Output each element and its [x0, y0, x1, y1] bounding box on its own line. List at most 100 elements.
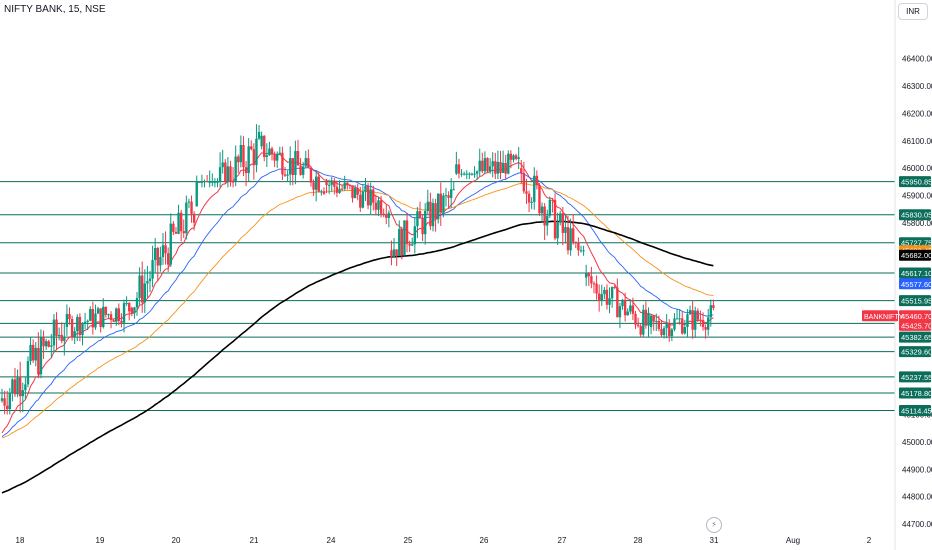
- candle-body: [712, 305, 715, 309]
- candle-body: [216, 181, 219, 183]
- candle-body: [312, 182, 315, 190]
- lightning-icon[interactable]: ⚡: [706, 517, 722, 533]
- candle-body: [416, 211, 419, 227]
- candle-body: [673, 318, 676, 330]
- candle-body: [198, 181, 201, 183]
- candle-body: [488, 166, 492, 172]
- candle-body: [559, 213, 562, 223]
- candle-body: [252, 149, 256, 166]
- candle-body: [283, 174, 287, 176]
- candle-body: [468, 173, 471, 175]
- candle-body: [392, 249, 396, 257]
- candle-body: [221, 162, 224, 168]
- candle-body: [260, 135, 263, 147]
- x-tick-label: 28: [634, 536, 643, 545]
- level-price-tag: 45382.65: [901, 333, 932, 342]
- candle-body: [665, 323, 668, 329]
- candle-body: [166, 253, 170, 265]
- candle-body: [83, 321, 87, 324]
- candle-body: [128, 302, 131, 312]
- candle-body: [670, 329, 674, 337]
- candle-body: [234, 156, 237, 182]
- symbol-title: NIFTY BANK, 15, NSE: [4, 4, 106, 15]
- candle-body: [675, 318, 679, 320]
- candle-body: [465, 173, 468, 175]
- currency-button[interactable]: INR: [898, 3, 928, 20]
- candle-body: [16, 377, 19, 395]
- candle-body: [577, 242, 580, 251]
- candle-body: [18, 377, 22, 397]
- candle-body: [452, 189, 455, 191]
- candle-body: [314, 176, 318, 190]
- candle-body: [296, 151, 300, 166]
- candle-body: [610, 286, 614, 299]
- candle-body: [172, 223, 175, 232]
- candle-body: [556, 222, 559, 239]
- last-price-tag: 45460.70: [901, 312, 932, 321]
- candle-body: [99, 308, 102, 328]
- candle-body: [478, 160, 481, 172]
- candle-body: [449, 189, 453, 198]
- candle-body: [359, 194, 362, 208]
- x-tick-label: 26: [480, 536, 489, 545]
- candle-body: [288, 158, 292, 175]
- candle-body: [122, 303, 126, 323]
- candle-body: [343, 182, 346, 189]
- candle-body: [600, 294, 603, 302]
- candle-body: [512, 155, 515, 160]
- candle-body: [442, 195, 445, 213]
- candle-body: [115, 308, 118, 322]
- candle-body: [657, 320, 661, 330]
- candle-body: [569, 228, 572, 251]
- candle-body: [130, 307, 134, 314]
- horizontal-levels: [0, 181, 895, 412]
- candle-body: [195, 181, 198, 207]
- candle-body: [582, 250, 585, 252]
- candle-body: [340, 188, 344, 190]
- candle-body: [649, 315, 653, 327]
- candle-body: [424, 210, 427, 235]
- indicator-price-tag: 45577.60: [901, 280, 932, 289]
- y-tick-label: 46100.00: [902, 137, 932, 146]
- candle-body: [642, 309, 645, 335]
- candle-body: [57, 334, 61, 336]
- time-axis: 18 19 20 21 24 25 26 27 28 31 Aug 2: [16, 536, 872, 545]
- candle-body: [218, 167, 222, 182]
- candle-body: [185, 202, 188, 234]
- candle-body: [231, 181, 235, 183]
- candle-body: [250, 146, 253, 150]
- candle-body: [629, 305, 632, 312]
- candle-body: [366, 186, 370, 206]
- candle-body: [291, 158, 294, 175]
- candle-body: [42, 337, 45, 347]
- candle-body: [530, 201, 533, 203]
- candle-body: [213, 181, 217, 183]
- candle-body: [377, 200, 380, 210]
- candle-body: [73, 331, 76, 337]
- candle-body: [104, 306, 108, 315]
- candle-body: [688, 310, 692, 315]
- y-tick-label: 46000.00: [902, 164, 932, 173]
- candle-body: [273, 154, 276, 161]
- candle-body: [91, 309, 95, 328]
- candle-body: [522, 173, 526, 192]
- candle-body: [96, 308, 100, 314]
- candle-body: [26, 361, 30, 385]
- level-price-tag: 45617.10: [901, 269, 932, 278]
- candle-body: [237, 156, 240, 163]
- candle-body: [348, 185, 352, 187]
- candle-body: [3, 398, 6, 406]
- candle-body: [444, 195, 448, 197]
- candle-body: [81, 323, 84, 336]
- candle-body: [94, 313, 97, 328]
- candle-body: [636, 324, 640, 327]
- level-price-tag-bg: [899, 176, 931, 188]
- candle-body: [631, 305, 635, 314]
- candle-body: [0, 398, 4, 401]
- candle-body: [203, 181, 206, 183]
- candle-body: [52, 319, 56, 346]
- candle-body: [211, 181, 214, 183]
- candle-body: [491, 161, 494, 167]
- candle-body: [486, 158, 489, 172]
